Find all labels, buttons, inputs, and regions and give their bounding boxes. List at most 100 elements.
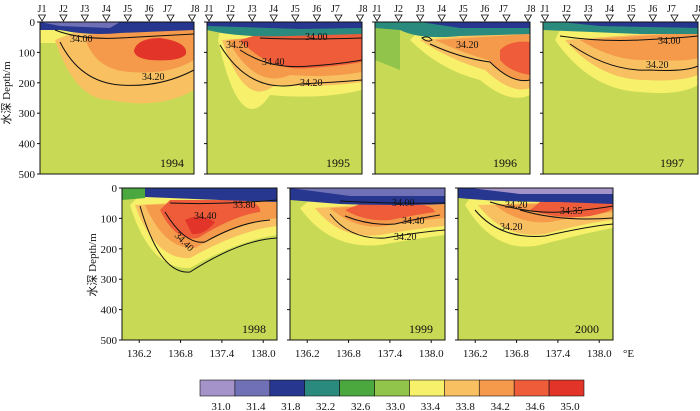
colorbar-tick-33.4: 33.4 [421, 401, 441, 411]
panel-1998: 33.80 34.40 34.40 1998 [121, 187, 278, 341]
panel-1999: 34.00 34.40 34.20 1999 [289, 187, 446, 341]
colorbar-tick-34.2: 34.2 [491, 401, 510, 411]
colorbar-tick-31.0: 31.0 [211, 401, 231, 411]
y-tick-label-1998-500: 500 [101, 335, 118, 347]
station-marker-1997-J4 [605, 14, 614, 22]
colorbar-swatch-3 [304, 379, 340, 397]
station-label-1996-J7: J7 [499, 4, 508, 15]
panel-1997: 34.00 34.20 1997 [542, 21, 699, 175]
station-label-1995-J5: J5 [291, 4, 300, 15]
colorbar-swatch-8 [478, 379, 515, 397]
panel-2000-contour-label-3: 34.20 [500, 222, 523, 233]
x-tick-label-1998-136.8: 136.8 [168, 348, 193, 360]
y-tick-label-1998-400: 400 [101, 305, 118, 317]
station-label-1994-J3: J3 [80, 4, 89, 15]
x-tick-label-1999-138.0: 138.0 [419, 348, 444, 360]
station-label-1995-J8: J8 [359, 4, 368, 15]
panel-1995-contour-label-2: 34.00 [305, 32, 328, 43]
y-tick-label-1994-200: 200 [19, 78, 36, 90]
station-marker-1997-J2 [562, 14, 571, 22]
panel-1994-contour-label-1: 34.00 [70, 34, 93, 45]
panel-1995-contour-label-4: 34.20 [300, 78, 323, 89]
y-tick-label-1998-300: 300 [101, 274, 118, 286]
station-label-1996-J4: J4 [437, 4, 446, 15]
panel-2000-year-label: 2000 [575, 322, 599, 336]
panel-2000-contour-label-2: 34.35 [560, 206, 583, 217]
station-label-1995-J7: J7 [331, 4, 340, 15]
panel-1996-contour-label-1: 34.20 [456, 40, 479, 51]
station-marker-1997-J8 [691, 14, 700, 22]
panel-1996-year-label: 1996 [493, 156, 517, 170]
station-marker-1995-J2 [226, 14, 235, 22]
y-tick-label-1998-0: 0 [112, 183, 118, 195]
station-marker-1994-J3 [80, 14, 90, 22]
colorbar-swatch-4 [339, 379, 375, 397]
station-marker-1997-J3 [583, 14, 593, 22]
station-marker-1994-J8 [187, 14, 197, 22]
x-tick-label-1999-136.2: 136.2 [295, 348, 320, 360]
colorbar-tick-34.6: 34.6 [526, 401, 546, 411]
generated-axes-layer: 0 100 200 300 400 500 J1 J2 J3 J4 J5 J6 J7 J8 J1 J2 J3 J4… [19, 4, 700, 411]
y-tick-label-1994-100: 100 [19, 47, 36, 59]
panel-2000: 34.20 34.35 34.20 2000 [457, 187, 614, 341]
station-marker-1997-J7 [670, 14, 679, 22]
panel-1994-contour-label-2: 34.20 [142, 72, 165, 83]
x-tick-label-2000-137.4: 137.4 [546, 348, 571, 360]
panel-1998-contour-label-2: 34.40 [194, 211, 217, 222]
y-tick-label-1994-300: 300 [19, 108, 36, 120]
x-tick-label-1999-136.8: 136.8 [336, 348, 361, 360]
station-marker-1994-J2 [59, 14, 68, 22]
y-tick-label-1994-500: 500 [19, 169, 36, 181]
colorbar-swatch-9 [513, 379, 550, 397]
panel-1999-contour-label-3: 34.20 [394, 232, 417, 243]
station-marker-1997-J5 [627, 14, 636, 22]
y-tick-label-1994-400: 400 [19, 139, 36, 151]
panel-1995: 34.20 34.00 34.40 34.20 1995 [206, 21, 363, 175]
station-marker-1995-J5 [291, 14, 300, 22]
colorbar-tick-32.2: 32.2 [316, 401, 335, 411]
panel-1996: 34.20 1996 [374, 21, 531, 175]
station-label-1996-J1: J1 [373, 4, 382, 15]
station-marker-1995-J7 [334, 14, 343, 22]
panel-1998-year-label: 1998 [242, 322, 266, 336]
colorbar-tick-35.0: 35.0 [560, 401, 580, 411]
station-label-1995-J6: J6 [312, 4, 321, 15]
y-tick-label-1998-200: 200 [101, 244, 118, 256]
x-tick-label-1998-137.4: 137.4 [210, 348, 235, 360]
panel-1994-year-label: 1994 [160, 156, 184, 170]
station-label-1994-J6: J6 [145, 4, 154, 15]
station-marker-1996-J3 [415, 14, 425, 22]
colorbar-swatch-10 [548, 379, 585, 397]
station-marker-1996-J5 [459, 14, 468, 22]
station-marker-1994-J6 [144, 14, 154, 22]
station-label-1996-J5: J5 [459, 4, 468, 15]
panel-1999-year-label: 1999 [409, 322, 433, 336]
station-label-1997-J3: J3 [584, 4, 593, 15]
x-tick-label-2000-138.0: 138.0 [587, 348, 612, 360]
colorbar-swatch-5 [374, 379, 410, 397]
station-marker-1994-J1 [37, 14, 47, 22]
station-marker-1996-J6 [480, 14, 490, 22]
colorbar-tick-33.0: 33.0 [386, 401, 406, 411]
x-tick-label-1998-136.2: 136.2 [127, 348, 152, 360]
station-marker-1996-J8 [523, 14, 533, 22]
colorbar-swatch-2 [269, 379, 306, 397]
station-label-1997-J7: J7 [667, 4, 676, 15]
panel-1997-contour-label-2: 34.20 [646, 60, 669, 71]
y-axis-label-top: 水深 Depth/m [0, 61, 13, 125]
station-label-1996-J6: J6 [480, 4, 489, 15]
panel-1999-contour-label-1: 34.00 [392, 198, 415, 209]
colorbar-tick-31.4: 31.4 [246, 401, 266, 411]
colorbar-tick-33.8: 33.8 [456, 401, 476, 411]
colorbar-swatch-7 [444, 379, 480, 397]
station-label-1995-J1: J1 [205, 4, 214, 15]
station-label-1997-J5: J5 [627, 4, 636, 15]
station-label-1994-J7: J7 [163, 4, 172, 15]
station-marker-1996-J1 [372, 14, 382, 22]
station-label-1994-J4: J4 [102, 4, 111, 15]
colorbar-swatch-0 [199, 379, 236, 397]
station-label-1997-J6: J6 [648, 4, 657, 15]
station-marker-1994-J4 [102, 14, 111, 22]
station-marker-1995-J3 [247, 14, 257, 22]
